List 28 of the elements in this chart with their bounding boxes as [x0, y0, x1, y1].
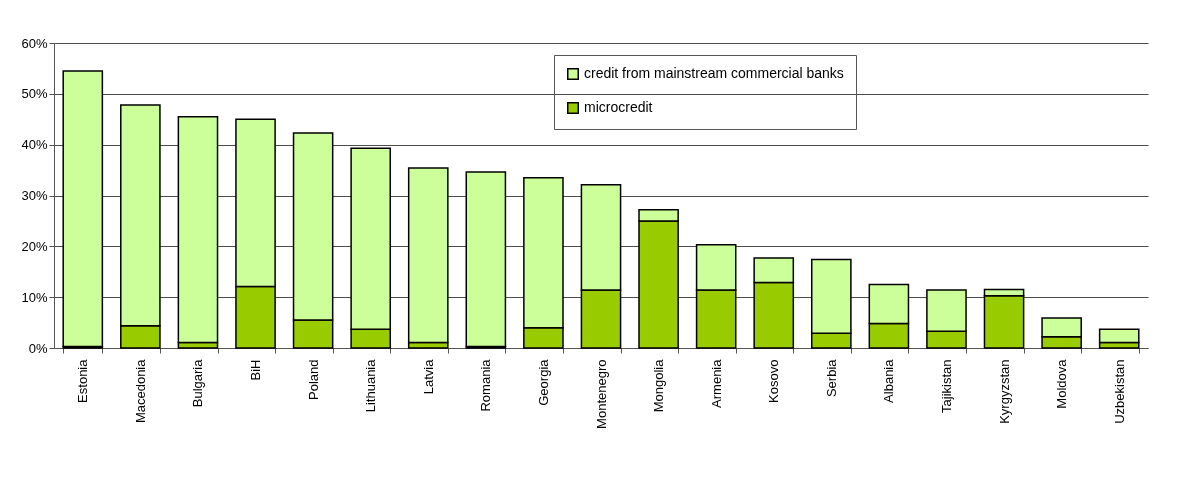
x-tick-label: Mongolia — [651, 358, 667, 413]
x-tick-label: Moldova — [1054, 358, 1070, 409]
y-tick-label: 30% — [21, 188, 48, 203]
x-tick-label: Montenegro — [593, 359, 609, 429]
x-tick-label: Lithuania — [363, 358, 379, 413]
y-tick-label: 50% — [21, 86, 48, 102]
x-tick-label: Latvia — [420, 358, 436, 395]
y-tick-label: 20% — [21, 238, 48, 254]
x-tick-label: Bulgaria — [190, 358, 206, 408]
y-tick-label: 40% — [21, 137, 48, 153]
y-tick-label: 0% — [28, 340, 48, 356]
legend-label: credit from mainstream commercial banks — [584, 65, 844, 81]
x-tick-label: Macedonia — [132, 358, 148, 424]
x-tick-label: Armenia — [708, 358, 724, 408]
x-tick-label: Tajikistan — [938, 359, 954, 413]
x-tick-label: Romania — [478, 358, 494, 412]
x-tick-label: BiH — [248, 359, 264, 381]
x-tick-label: Uzbekistan — [1111, 359, 1127, 424]
x-tick-label: Kyrgyzstan — [996, 359, 1012, 424]
y-tick-label: 60% — [21, 35, 48, 51]
x-tick-label: Poland — [305, 359, 321, 400]
x-tick-label: Estonia — [75, 358, 91, 403]
x-tick-label: Serbia — [823, 358, 839, 398]
y-tick-label: 10% — [21, 289, 48, 305]
x-tick-label: Kosovo — [766, 359, 782, 403]
x-tick-label: Georgia — [535, 358, 551, 406]
legend-label: microcredit — [584, 99, 653, 115]
x-tick-label: Albania — [881, 358, 897, 403]
